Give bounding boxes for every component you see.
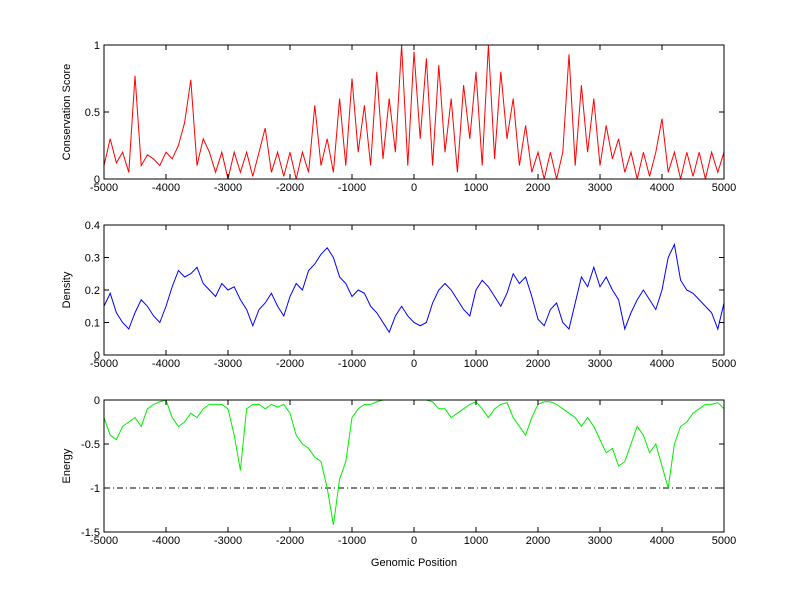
- y-tick-label: 0: [94, 350, 100, 362]
- x-tick-label: -4000: [152, 182, 180, 194]
- x-tick-label: 2000: [526, 535, 550, 547]
- x-tick-label: -5000: [90, 182, 118, 194]
- x-tick-label: -3000: [214, 358, 242, 370]
- x-tick-label: -2000: [276, 358, 304, 370]
- y-axis-label: Conservation Score: [61, 64, 73, 161]
- y-tick-label: 0.5: [85, 107, 100, 119]
- x-tick-label: 4000: [650, 182, 674, 194]
- y-tick-label: -0.5: [81, 439, 100, 451]
- data-line: [103, 242, 725, 334]
- x-tick-label: 1000: [464, 535, 488, 547]
- y-axis-label: Density: [61, 271, 73, 308]
- y-tick-label: -1.5: [81, 527, 100, 539]
- x-tick-label: -4000: [152, 358, 180, 370]
- x-tick-label: -1000: [338, 535, 366, 547]
- y-tick-label: 0: [94, 174, 100, 186]
- x-tick-label: 3000: [588, 535, 612, 547]
- x-tick-label: -1000: [338, 358, 366, 370]
- plot-area: [104, 400, 724, 532]
- y-tick-label: 0.1: [85, 318, 100, 330]
- y-tick-label: -1: [90, 483, 100, 495]
- x-tick-label: -1000: [338, 182, 366, 194]
- x-tick-label: 2000: [526, 182, 550, 194]
- y-tick-label: 0.3: [85, 253, 100, 265]
- plot-area: [104, 45, 724, 179]
- x-tick-label: 5000: [712, 182, 736, 194]
- y-axis-label: Energy: [61, 448, 73, 483]
- x-tick-label: 3000: [588, 358, 612, 370]
- x-tick-label: 4000: [650, 535, 674, 547]
- x-tick-label: 0: [411, 535, 417, 547]
- y-tick-label: 0: [94, 395, 100, 407]
- x-tick-label: -4000: [152, 535, 180, 547]
- x-tick-label: -5000: [90, 535, 118, 547]
- x-tick-label: 3000: [588, 182, 612, 194]
- y-tick-label: 0.2: [85, 285, 100, 297]
- x-tick-label: 5000: [712, 358, 736, 370]
- x-tick-label: -2000: [276, 182, 304, 194]
- x-tick-label: 1000: [464, 358, 488, 370]
- x-axis-label: Genomic Position: [371, 557, 457, 569]
- plot-area: [104, 225, 724, 355]
- y-tick-label: 1: [94, 40, 100, 52]
- data-line: [103, 44, 725, 180]
- x-tick-label: 1000: [464, 182, 488, 194]
- x-tick-label: -3000: [214, 535, 242, 547]
- x-tick-label: 5000: [712, 535, 736, 547]
- x-tick-label: 2000: [526, 358, 550, 370]
- y-tick-label: 0.4: [85, 220, 100, 232]
- x-tick-label: 4000: [650, 358, 674, 370]
- x-tick-label: 0: [411, 358, 417, 370]
- x-tick-label: -2000: [276, 535, 304, 547]
- x-tick-label: -5000: [90, 358, 118, 370]
- x-tick-label: 0: [411, 182, 417, 194]
- x-tick-label: -3000: [214, 182, 242, 194]
